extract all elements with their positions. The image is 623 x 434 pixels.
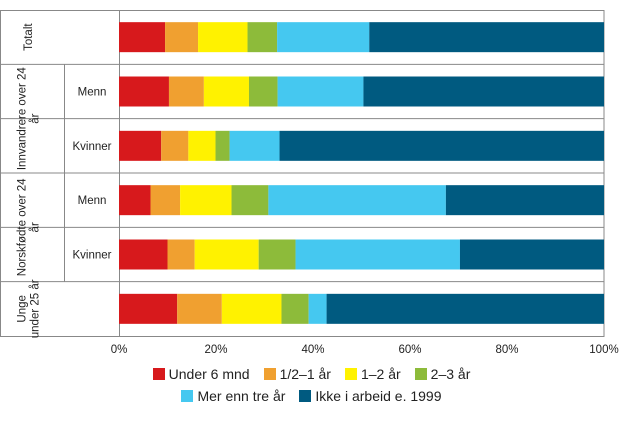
legend-label: 1/2–1 år (279, 366, 331, 382)
bar-segment (203, 76, 249, 107)
bar-segment (277, 22, 370, 53)
x-tick-label: 80% (495, 344, 518, 356)
bar-segment (279, 130, 604, 161)
bar-segment (188, 130, 216, 161)
bar-segment (198, 22, 248, 53)
bar-segment (277, 76, 364, 107)
bar-segment (180, 185, 232, 216)
bar-segment (150, 185, 181, 216)
bar-segment (221, 293, 282, 324)
legend-label: Ikke i arbeid e. 1999 (315, 388, 442, 404)
bar-segment (248, 76, 278, 107)
bar-segment (119, 130, 162, 161)
legend-label: 1–2 år (360, 366, 401, 382)
row-label: Kvinner (73, 141, 112, 153)
legend-swatch (344, 368, 357, 380)
chart-plot: Totalt Innvandrere over 24år Menn Kvinner No… (0, 10, 619, 356)
legend-item: Under 6 mnd (152, 366, 250, 382)
legend-swatch (181, 390, 194, 402)
x-tick-label: 100% (589, 344, 618, 356)
legend-row: Mer enn tre år Ikke i arbeid e. 1999 (0, 388, 623, 404)
bar-segment (369, 22, 604, 53)
group-label: Norskfødte over 24år (17, 178, 42, 276)
bar-segment (168, 76, 204, 107)
legend-item: Ikke i arbeid e. 1999 (299, 388, 442, 404)
bar-segment (295, 239, 460, 270)
legend-swatch (299, 390, 312, 402)
bar-segment (119, 22, 166, 53)
bar-segment (119, 239, 168, 270)
bar-segment (308, 293, 327, 324)
bar-segment (229, 130, 280, 161)
group-label: Innvandrere over 24år (17, 67, 42, 171)
bar-segment (459, 239, 604, 270)
row-label: Menn (78, 195, 107, 207)
legend-label: Mer enn tre år (197, 388, 286, 404)
bar-segment (119, 185, 151, 216)
bar-segment (247, 22, 278, 53)
bar-segment (326, 293, 604, 324)
legend-item: 1–2 år (344, 366, 401, 382)
legend-swatch (414, 368, 427, 380)
group-label: Ungeunder 25 år (17, 279, 42, 338)
legend-swatch (263, 368, 276, 380)
legend-item: 2–3 år (414, 366, 471, 382)
bar-segment (445, 185, 604, 216)
bar-segment (231, 185, 269, 216)
x-tick-label: 20% (204, 344, 227, 356)
row-label: Menn (78, 87, 107, 99)
x-tick-label: 60% (398, 344, 421, 356)
legend-swatch (152, 368, 165, 380)
bar-segment (167, 239, 195, 270)
legend-row: Under 6 mnd 1/2–1 år 1–2 år 2–3 år (0, 366, 623, 382)
legend-label: 2–3 år (430, 366, 471, 382)
x-tick-label: 40% (301, 344, 324, 356)
bar-segment (119, 293, 178, 324)
bar-segment (161, 130, 189, 161)
bar-segment (177, 293, 222, 324)
bar-segment (119, 76, 169, 107)
bar-segment (165, 22, 199, 53)
bar-segment (363, 76, 604, 107)
legend-item: 1/2–1 år (263, 366, 331, 382)
bar-segment (194, 239, 259, 270)
group-label: Totalt (23, 23, 35, 51)
row-label: Kvinner (73, 250, 112, 262)
bar-segment (215, 130, 230, 161)
legend-label: Under 6 mnd (168, 366, 250, 382)
x-tick-label: 0% (111, 344, 128, 356)
chart-legend: Under 6 mnd 1/2–1 år 1–2 år 2–3 år Mer enn t… (0, 366, 623, 410)
bar-segment (281, 293, 309, 324)
bar-segment (268, 185, 446, 216)
bar-segment (258, 239, 296, 270)
legend-item: Mer enn tre år (181, 388, 285, 404)
